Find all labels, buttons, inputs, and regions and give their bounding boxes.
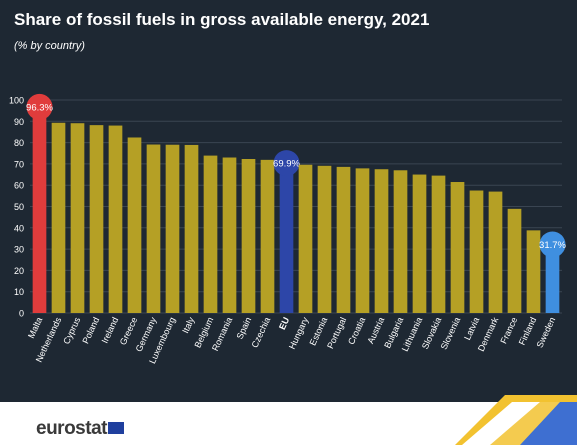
bar-luxembourg — [165, 144, 180, 313]
y-tick-label: 20 — [14, 266, 24, 276]
data-label: 69.9% — [273, 159, 300, 170]
y-tick-label: 50 — [14, 202, 24, 212]
bar-netherlands — [51, 122, 66, 313]
data-label-bubble — [539, 231, 566, 258]
bar-denmark — [488, 191, 503, 313]
y-tick-label: 70 — [14, 159, 24, 169]
bar-germany — [146, 144, 161, 313]
bar-latvia — [469, 190, 484, 313]
bar-slovenia — [450, 182, 465, 313]
y-tick-label: 10 — [14, 287, 24, 297]
data-label-bubble — [273, 150, 300, 177]
y-tick-label: 90 — [14, 117, 24, 127]
bar-spain — [241, 159, 256, 313]
y-tick-label: 60 — [14, 181, 24, 191]
bar-italy — [184, 144, 199, 313]
bar-lithuania — [412, 174, 427, 313]
bar-estonia — [317, 165, 332, 313]
bar-poland — [89, 125, 104, 313]
bar-chart: 0102030405060708090100Malta96.3%Netherla… — [9, 93, 567, 365]
bar-romania — [222, 157, 237, 313]
eurostat-logo: eurostat — [36, 418, 107, 439]
bar-belgium — [203, 155, 218, 313]
data-label: 96.3% — [26, 102, 53, 113]
chart-title: Share of fossil fuels in gross available… — [14, 10, 430, 29]
bar-hungary — [298, 164, 313, 313]
bar-cyprus — [70, 123, 85, 313]
data-label: 31.7% — [539, 240, 566, 251]
bar-portugal — [336, 166, 351, 313]
bar-czechia — [260, 159, 275, 313]
bar-slovakia — [431, 175, 446, 313]
bar-bulgaria — [393, 170, 408, 313]
data-label-bubble — [26, 93, 53, 120]
bar-austria — [374, 169, 389, 313]
bar-finland — [526, 230, 541, 313]
chart-subtitle: (% by country) — [14, 40, 85, 52]
bar-eu — [279, 164, 294, 313]
y-tick-label: 0 — [19, 309, 24, 319]
eu-flag-icon — [108, 422, 124, 434]
bar-greece — [127, 137, 142, 313]
y-tick-label: 80 — [14, 138, 24, 148]
y-tick-label: 100 — [9, 96, 24, 106]
y-tick-label: 40 — [14, 223, 24, 233]
bar-ireland — [108, 125, 123, 313]
x-tick-label: EU — [277, 316, 291, 332]
bar-sweden — [545, 245, 560, 313]
bar-croatia — [355, 168, 370, 313]
bar-malta — [32, 107, 47, 313]
bar-france — [507, 208, 522, 313]
y-tick-label: 30 — [14, 245, 24, 255]
